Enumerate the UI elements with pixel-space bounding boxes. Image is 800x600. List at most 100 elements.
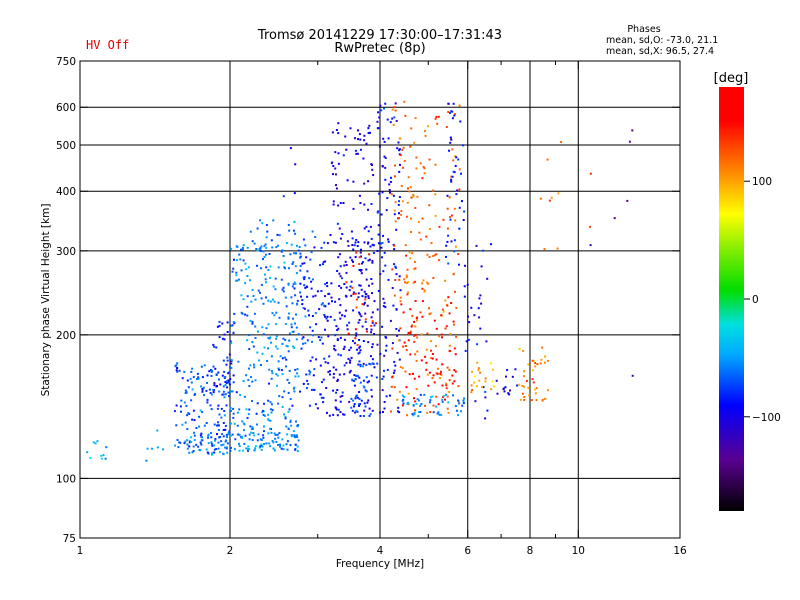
data-point	[346, 179, 349, 182]
data-point	[428, 204, 431, 207]
data-point	[288, 229, 291, 232]
data-point	[293, 281, 296, 284]
plot-grid	[80, 61, 680, 538]
data-point	[412, 195, 415, 198]
data-point	[281, 357, 284, 360]
data-point	[270, 411, 273, 414]
data-point	[377, 242, 380, 245]
data-point	[230, 358, 233, 361]
data-point	[223, 396, 226, 399]
data-point	[398, 200, 400, 203]
x-tick-label: 4	[377, 545, 384, 557]
data-point	[376, 343, 379, 346]
data-point	[388, 189, 391, 191]
data-point	[205, 448, 208, 451]
data-point	[334, 399, 337, 402]
data-point	[419, 411, 422, 413]
data-point	[395, 273, 398, 276]
data-point	[366, 401, 369, 404]
data-point	[468, 321, 471, 324]
data-point	[201, 439, 204, 442]
data-point	[224, 375, 227, 378]
data-point	[479, 294, 482, 297]
data-point	[241, 248, 244, 251]
data-point	[349, 346, 352, 349]
data-point	[398, 278, 401, 281]
data-point	[442, 310, 445, 313]
data-point	[343, 345, 346, 348]
data-point	[263, 414, 266, 417]
data-point	[530, 399, 533, 402]
data-point	[248, 408, 251, 411]
data-point	[191, 451, 194, 454]
data-point	[279, 355, 282, 358]
data-point	[360, 268, 363, 271]
data-point	[292, 283, 295, 286]
data-point	[435, 395, 438, 398]
data-point	[381, 378, 384, 380]
data-point	[224, 384, 227, 386]
data-point	[253, 449, 256, 452]
data-point	[270, 370, 273, 372]
data-point	[226, 386, 229, 389]
data-point	[230, 366, 233, 369]
data-point	[311, 278, 314, 281]
data-point	[453, 250, 456, 253]
data-point	[337, 327, 340, 330]
data-point	[224, 440, 227, 443]
data-point	[301, 299, 304, 302]
data-point	[462, 402, 465, 405]
data-point	[330, 282, 333, 285]
data-point	[312, 295, 315, 298]
data-point	[415, 388, 418, 390]
data-point	[229, 366, 231, 369]
data-point	[295, 338, 298, 341]
data-point	[279, 445, 282, 448]
data-point	[354, 411, 357, 414]
data-point	[289, 421, 292, 424]
data-point	[357, 241, 360, 244]
data-point	[359, 349, 362, 352]
data-point	[394, 266, 397, 269]
data-point	[425, 235, 428, 238]
data-point	[356, 396, 359, 399]
data-point	[208, 370, 211, 373]
data-point	[354, 137, 356, 140]
data-point	[183, 401, 186, 404]
data-point	[245, 374, 248, 377]
data-point	[277, 436, 280, 439]
x-tick-label: 1	[77, 545, 84, 557]
data-point	[377, 111, 380, 114]
data-point	[628, 140, 631, 143]
data-point	[360, 248, 362, 251]
data-point	[435, 405, 438, 408]
data-point	[223, 333, 226, 336]
data-point	[349, 256, 352, 259]
data-point	[333, 347, 336, 350]
data-point	[481, 249, 484, 252]
data-point	[236, 246, 239, 248]
data-point	[363, 241, 366, 244]
data-point	[266, 360, 269, 362]
data-point	[352, 399, 354, 402]
data-point	[441, 363, 444, 366]
data-point	[217, 447, 220, 450]
data-point	[271, 298, 274, 301]
data-point	[355, 239, 358, 241]
data-point	[360, 399, 363, 402]
data-point	[399, 296, 402, 299]
data-point	[373, 300, 376, 303]
data-point	[236, 424, 239, 427]
data-point	[181, 377, 184, 380]
data-point	[419, 311, 422, 314]
data-point	[426, 253, 429, 256]
data-point	[271, 372, 274, 375]
data-point	[412, 281, 415, 284]
data-point	[393, 360, 396, 363]
data-point	[448, 149, 450, 152]
data-point	[271, 409, 274, 412]
data-point	[557, 192, 560, 195]
data-point	[222, 390, 225, 393]
data-point	[531, 378, 534, 381]
data-point	[429, 340, 432, 343]
